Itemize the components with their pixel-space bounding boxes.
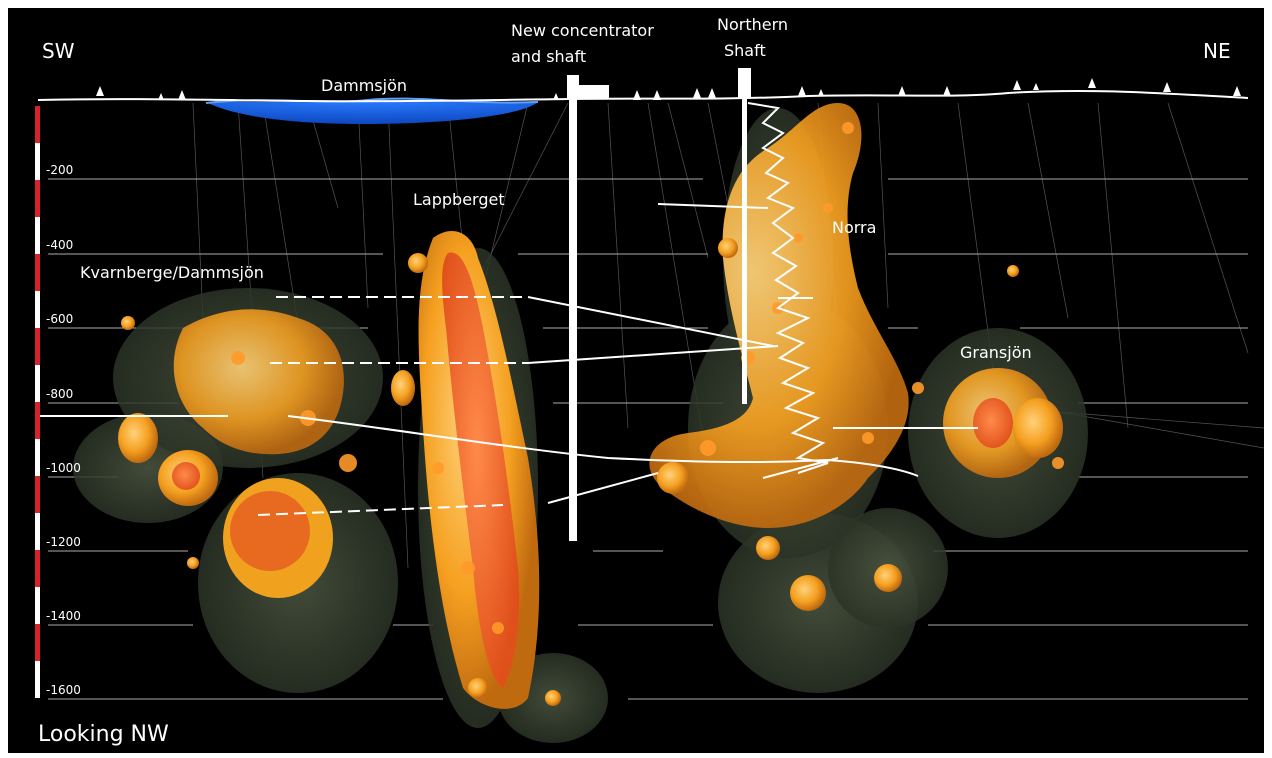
cross-section-diagram: -200 -400 -600 -800 -1000 -1200 -1400 -1…	[35, 15, 1264, 747]
kvarnberget-label: Kvarnberge/Dammsjön	[80, 263, 264, 282]
planned-drifts	[257, 296, 528, 516]
concentrator-label-line1: New concentrator	[511, 21, 654, 40]
norra-label: Norra	[832, 218, 876, 237]
ore-bodies	[118, 103, 1064, 709]
haulage-drifts	[38, 203, 978, 504]
concentrator-building	[567, 75, 579, 99]
dammsjon-lake	[206, 101, 538, 124]
northern-shaft-label-line2: Shaft	[724, 41, 766, 60]
depth-label-1400: -1400	[46, 609, 81, 623]
northern-shaft-label-line1: Northern	[717, 15, 788, 34]
norra-orebody	[649, 103, 909, 528]
gransjon-label: Gransjön	[960, 343, 1032, 362]
northern-shaft-headframe	[738, 68, 751, 98]
depth-label-1600: -1600	[46, 683, 81, 697]
decline-ramp	[747, 102, 829, 474]
concentrator-label-line2: and shaft	[511, 47, 586, 66]
depth-label-1200: -1200	[46, 535, 81, 549]
compass-ne: NE	[1203, 39, 1231, 63]
ground-surface	[37, 89, 1249, 103]
tree-icons	[96, 78, 1241, 100]
new-concentrator-shaft	[569, 99, 577, 541]
depth-label-600: -600	[46, 312, 73, 326]
lappberget-core	[442, 252, 520, 689]
depth-label-200: -200	[46, 163, 73, 177]
view-direction: Looking NW	[38, 722, 169, 747]
lappberget-label: Lappberget	[413, 190, 505, 209]
depth-label-800: -800	[46, 387, 73, 401]
depth-label-400: -400	[46, 238, 73, 252]
lake-label: Dammsjön	[321, 76, 407, 95]
cross-section-panel: -200 -400 -600 -800 -1000 -1200 -1400 -1…	[8, 8, 1264, 753]
compass-sw: SW	[42, 39, 75, 63]
depth-label-1000: -1000	[46, 461, 81, 475]
depth-scale-bar	[35, 106, 40, 698]
northern-shaft	[742, 98, 747, 404]
